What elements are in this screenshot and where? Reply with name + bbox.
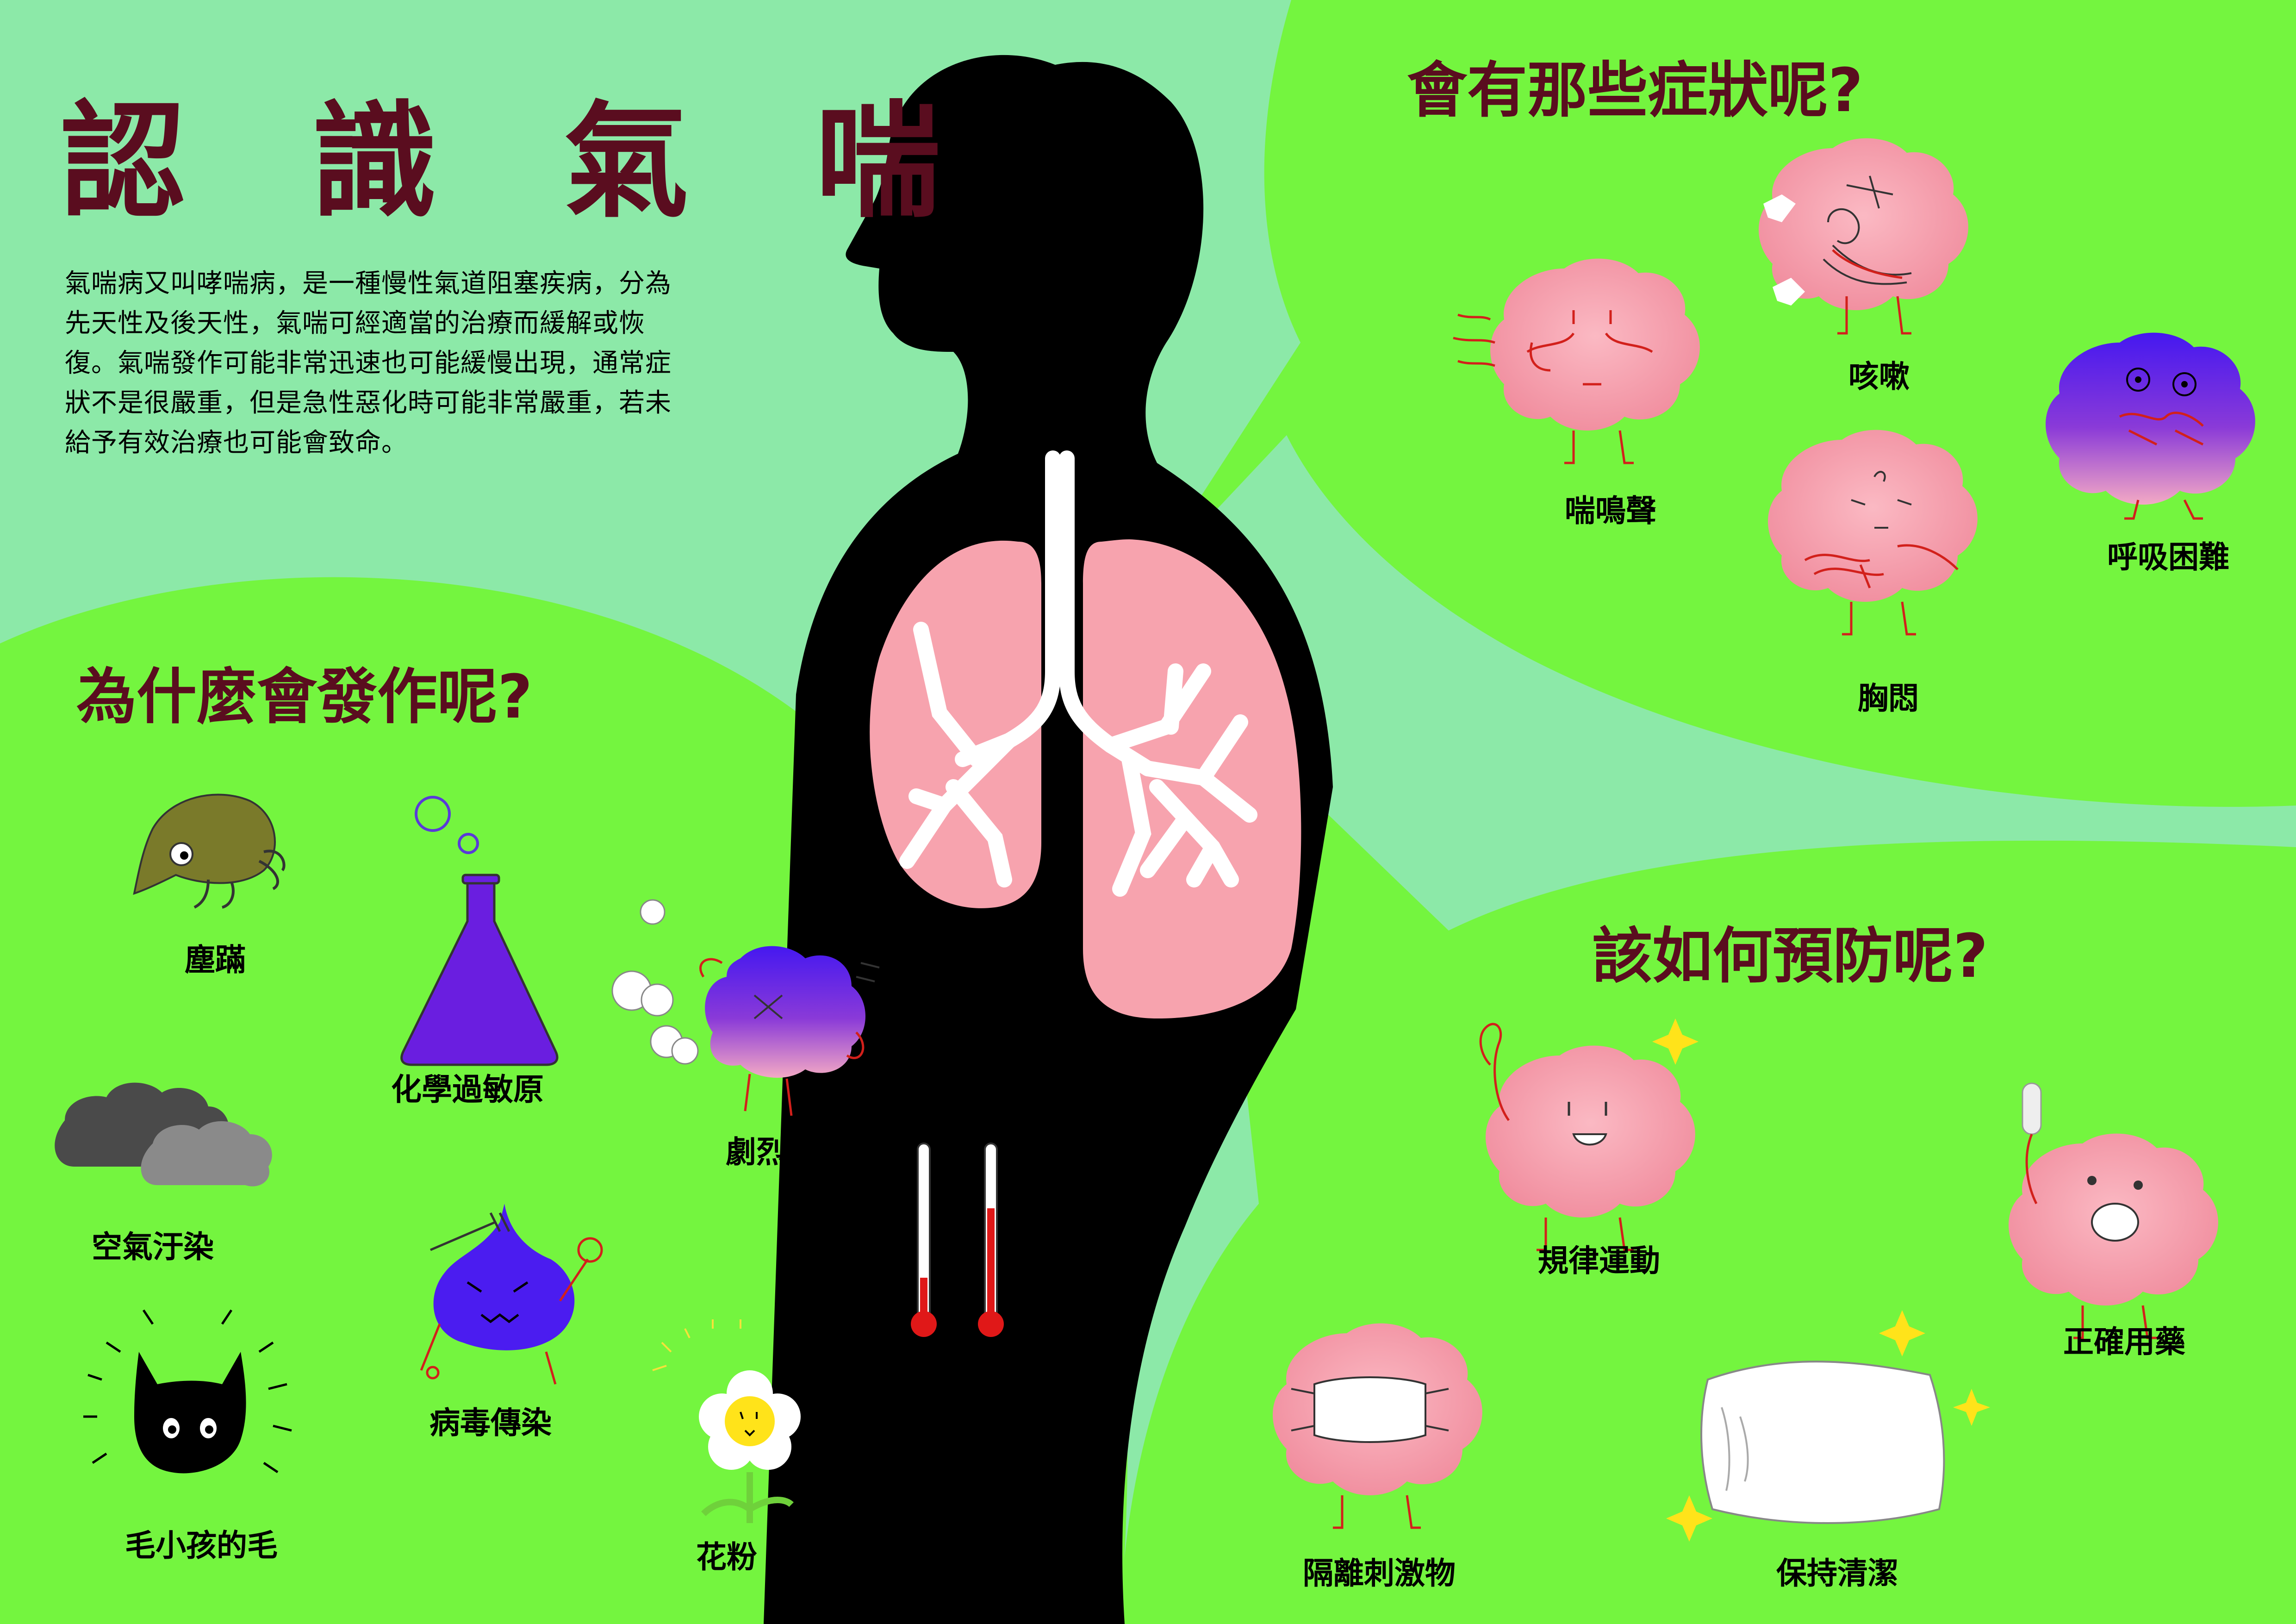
air-pollution-cloud-icon	[55, 1082, 272, 1187]
prevention-heading: 該如何預防呢?	[1592, 921, 1988, 991]
exercise-blob-happy-icon	[1479, 1018, 1699, 1251]
cause-label-chemical-allergen: 化學過敏原	[391, 1072, 544, 1107]
page-title: 認 識 氣 喘	[60, 89, 982, 235]
medicine-blob-icon	[2009, 1082, 2218, 1339]
symptoms-bubble	[1139, 0, 2296, 807]
thermometer-icon	[911, 1143, 1004, 1337]
cause-label-exercise: 劇烈運動	[726, 1134, 848, 1170]
chest-tightness-blob-icon	[1768, 430, 1978, 636]
prevention-label-exercise: 規律運動	[1538, 1243, 1660, 1279]
human-silhouette	[764, 55, 1333, 1624]
symptom-label-breathing: 呼吸困難	[2107, 539, 2229, 575]
prevention-label-irritants: 隔離刺激物	[1303, 1555, 1456, 1591]
exercise-blob-icon	[611, 899, 880, 1116]
bronchial-tree	[899, 450, 1257, 897]
causes-heading: 為什麼會發作呢?	[76, 662, 533, 732]
cause-label-pollen: 花粉	[696, 1539, 757, 1575]
cause-label-virus: 病毒傳染	[429, 1405, 552, 1441]
cat-icon	[83, 1309, 292, 1474]
symptom-label-cough: 咳嗽	[1848, 359, 1910, 394]
intro-paragraph: 氣喘病又叫哮喘病，是一種慢性氣道阻塞疾病，分為先天性及後天性，氣喘可經適當的治療…	[65, 269, 672, 458]
virus-icon	[420, 1204, 603, 1385]
cause-label-pet-hair: 毛小孩的毛	[125, 1528, 278, 1563]
cause-label-dust-mite: 塵蹣	[185, 942, 246, 978]
cause-label-temperature: 溫/濕度的驟變	[860, 1359, 1056, 1394]
symptom-label-wheezing: 喘鳴聲	[1565, 493, 1656, 529]
cough-blob-icon	[1759, 138, 1968, 335]
flask-icon	[400, 796, 559, 1066]
prevention-label-medicine: 正確用藥	[2063, 1324, 2185, 1360]
pillow-icon	[1666, 1310, 1990, 1542]
symptoms-heading: 會有那些症狀呢?	[1407, 55, 1863, 125]
symptom-label-chest: 胸悶	[1858, 681, 1919, 716]
mask-blob-icon	[1273, 1323, 1482, 1529]
flower-icon	[652, 1319, 801, 1523]
dust-mite-icon	[133, 793, 286, 909]
breathing-difficulty-blob-icon	[2046, 332, 2255, 520]
prevention-label-clean: 保持清潔	[1776, 1555, 1898, 1591]
wheezing-blob-icon	[1453, 258, 1700, 464]
cause-label-air-pollution: 空氣汙染	[92, 1229, 214, 1265]
